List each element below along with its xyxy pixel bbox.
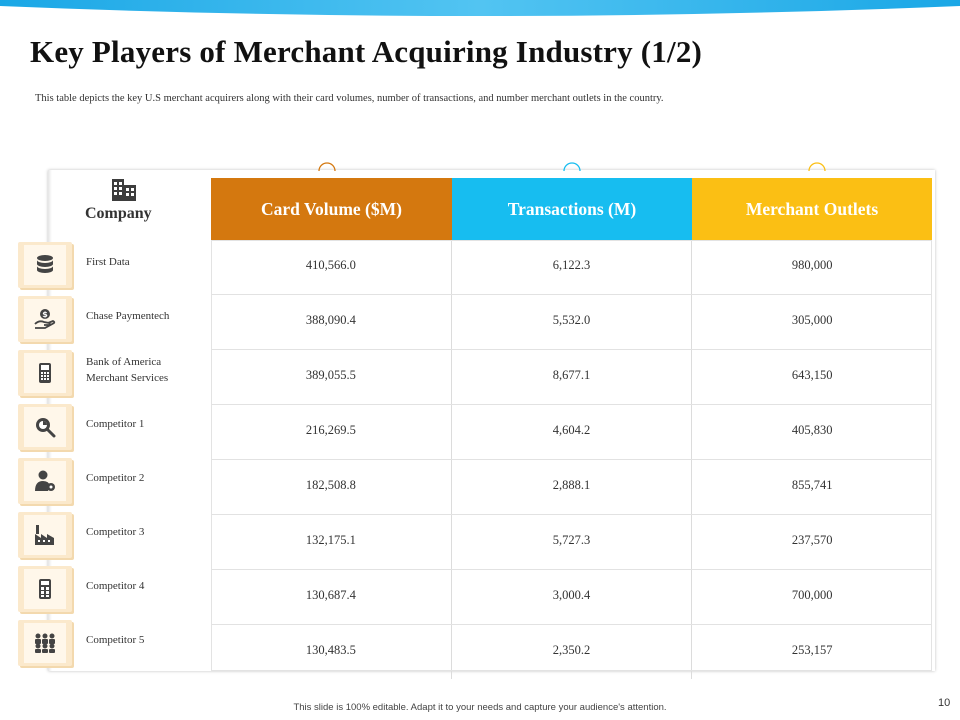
merchant-outlets-cell: 237,570: [691, 515, 932, 569]
table-row: 182,508.8 2,888.1 855,741: [211, 460, 932, 515]
table-panel: [48, 170, 935, 671]
icon-tile: [18, 566, 72, 612]
table-row: 130,687.4 3,000.4 700,000: [211, 570, 932, 625]
company-row-label: First Data: [18, 242, 198, 288]
company-name: Chase Paymentech: [86, 310, 170, 322]
card-volume-cell: 216,269.5: [305, 423, 356, 437]
svg-text:$: $: [42, 310, 48, 319]
transactions-cell: 4,604.2: [450, 405, 692, 459]
table-row: 216,269.5 4,604.2 405,830: [211, 405, 932, 460]
merchant-outlets-cell: 700,000: [691, 570, 932, 624]
company-name: Competitor 4: [86, 580, 145, 592]
company-name: Competitor 2: [86, 472, 145, 484]
column-pin-icon: [318, 162, 336, 172]
page-subtitle: This table depicts the key U.S merchant …: [35, 93, 664, 104]
icon-tile: [18, 242, 72, 288]
card-volume-cell: 182,508.8: [305, 478, 356, 492]
card-volume-cell: 130,687.4: [305, 588, 356, 602]
company-row-label: Competitor 5: [18, 620, 198, 666]
transactions-cell: 2,888.1: [450, 460, 692, 514]
column-header-transactions: Transactions (M): [452, 178, 692, 240]
card-terminal-icon: [39, 363, 51, 383]
company-row-label: Competitor 1: [18, 404, 198, 450]
merchant-outlets-cell: 980,000: [691, 240, 932, 294]
footer-note: This slide is 100% editable. Adapt it to…: [293, 702, 667, 713]
merchant-outlets-cell: 405,830: [691, 405, 932, 459]
table-row: 410,566.0 6,122.3 980,000: [211, 240, 932, 295]
icon-tile: [18, 512, 72, 558]
transactions-cell: 6,122.3: [450, 240, 692, 294]
calculator-icon: [39, 579, 51, 599]
transactions-cell: 2,350.2: [450, 625, 692, 679]
company-name: Bank of America Merchant Services: [86, 356, 169, 384]
company-row-label: Bank of America Merchant Services: [18, 350, 198, 396]
card-volume-cell: 388,090.4: [305, 313, 356, 327]
company-row-label: Competitor 3: [18, 512, 198, 558]
company-name: Competitor 3: [86, 526, 145, 538]
merchant-outlets-cell: 305,000: [691, 295, 932, 349]
icon-tile: [18, 350, 72, 396]
team-icon: [35, 633, 55, 653]
company-name: Competitor 1: [86, 418, 145, 430]
table-row: 389,055.5 8,677.1 643,150: [211, 350, 932, 405]
building-icon: [112, 179, 136, 201]
transactions-cell: 8,677.1: [450, 350, 692, 404]
factory-icon: [35, 525, 54, 545]
table-row: 132,175.1 5,727.3 237,570: [211, 515, 932, 570]
page-title: Key Players of Merchant Acquiring Indust…: [30, 34, 703, 69]
magnifier-icon: [36, 418, 56, 438]
company-header: Company: [85, 205, 152, 222]
column-pin-icon: [808, 162, 826, 172]
merchant-outlets-cell: 643,150: [691, 350, 932, 404]
transactions-cell: 5,532.0: [450, 295, 692, 349]
database-icon: [37, 255, 53, 273]
icon-tile: $: [18, 296, 72, 342]
user-gear-icon: [35, 470, 55, 491]
icon-tile: [18, 404, 72, 450]
column-pin-icon: [563, 162, 581, 172]
page-number: 10: [938, 697, 951, 709]
icon-tile: [18, 458, 72, 504]
dollar-hand-icon: $: [34, 309, 56, 329]
table-row: 130,483.5 2,350.2 253,157: [211, 625, 932, 679]
column-header-merchant-outlets: Merchant Outlets: [692, 178, 932, 240]
column-header-card-volume: Card Volume ($M): [211, 178, 452, 240]
company-row-label: $ Chase Paymentech: [18, 296, 198, 342]
transactions-cell: 5,727.3: [450, 515, 692, 569]
merchant-outlets-cell: 855,741: [691, 460, 932, 514]
company-name: First Data: [86, 256, 130, 268]
card-volume-cell: 389,055.5: [305, 368, 356, 382]
transactions-cell: 3,000.4: [450, 570, 692, 624]
icon-tile: [18, 620, 72, 666]
card-volume-cell: 132,175.1: [305, 533, 356, 547]
table-row: 388,090.4 5,532.0 305,000: [211, 295, 932, 350]
company-name: Competitor 5: [86, 634, 145, 646]
company-row-label: Competitor 2: [18, 458, 198, 504]
card-volume-cell: 130,483.5: [305, 643, 356, 657]
company-row-label: Competitor 4: [18, 566, 198, 612]
card-volume-cell: 410,566.0: [305, 258, 356, 272]
top-wave-decoration: [0, 0, 960, 16]
merchant-outlets-cell: 253,157: [691, 625, 932, 679]
data-table: 410,566.0 6,122.3 980,000 388,090.4 5,53…: [211, 240, 932, 679]
